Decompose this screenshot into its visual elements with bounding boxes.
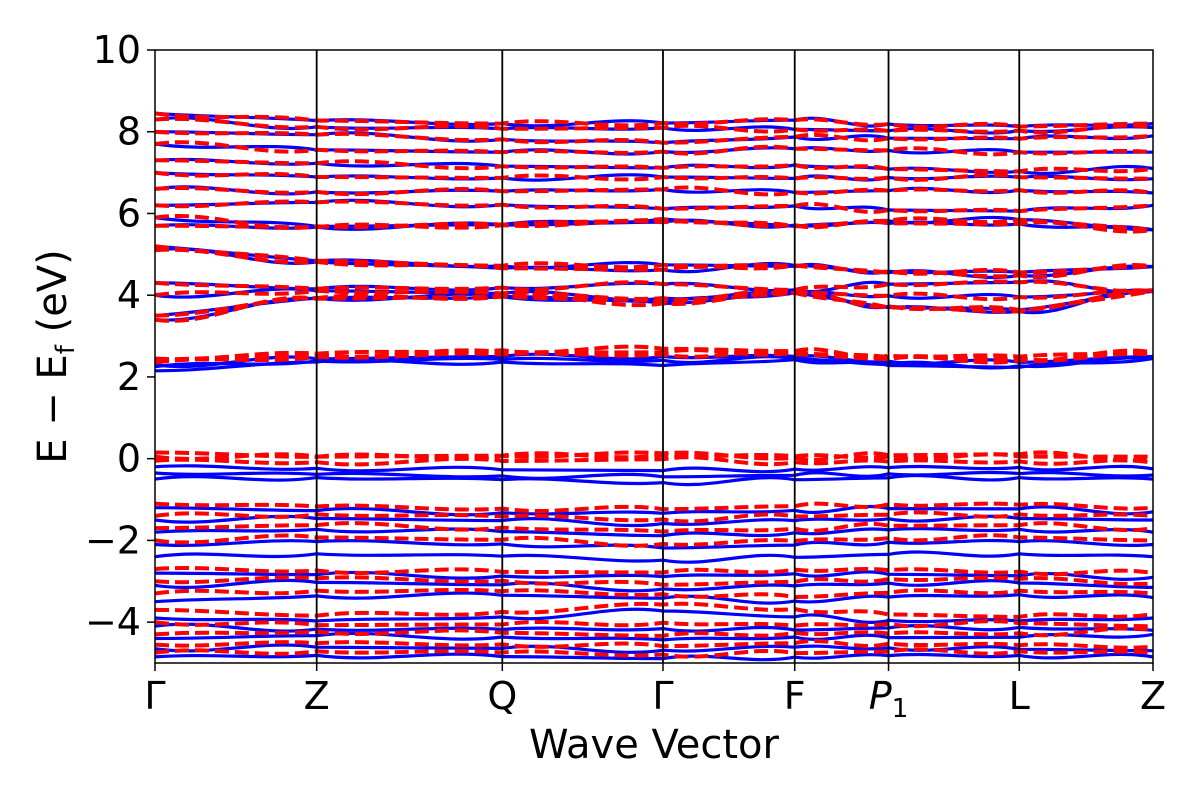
axes-frame — [154, 49, 1154, 664]
y-axis-title-unit: (eV) — [30, 249, 76, 345]
solid-band-28 — [155, 578, 1153, 593]
dashed-band-26 — [155, 566, 1153, 577]
y-axis-title-main: E − E — [30, 354, 76, 464]
x-axis-title: Wave Vector — [529, 722, 780, 768]
dashed-band-24 — [155, 521, 1153, 534]
x-tick-label: Γ — [144, 674, 165, 718]
dashed-band-31 — [155, 626, 1153, 638]
solid-band-25 — [155, 538, 1153, 550]
solid-band-24 — [155, 527, 1153, 538]
dashed-band-23 — [155, 510, 1153, 524]
y-tick-label: 0 — [117, 437, 141, 481]
y-tick-label: 8 — [117, 110, 141, 154]
y-tick-label: −4 — [85, 600, 141, 644]
dashed-band-12 — [155, 279, 1153, 294]
dashed-band-27 — [155, 575, 1153, 587]
dashed-band-5 — [155, 170, 1153, 182]
solid-band-31 — [155, 622, 1153, 633]
solid-band-33 — [155, 643, 1153, 654]
solid-band-22 — [155, 504, 1153, 517]
solid-band-20 — [155, 470, 1153, 480]
y-tick-label: 2 — [117, 355, 141, 399]
dashed-band-32 — [155, 638, 1153, 650]
solid-band-27 — [155, 570, 1153, 581]
dashed-band-28 — [155, 587, 1153, 600]
solid-band-26 — [155, 550, 1153, 564]
dashed-band-6 — [155, 185, 1153, 197]
dashed-band-1 — [155, 116, 1153, 135]
dashed-band-21 — [155, 455, 1153, 467]
y-axis-title: E − Ef (eV) — [30, 249, 81, 464]
dashed-band-29 — [155, 601, 1153, 619]
x-tick-label: Q — [487, 674, 517, 718]
y-tick-label: 6 — [117, 191, 141, 235]
dashed-band-25 — [155, 533, 1153, 548]
x-tick-label: P1 — [869, 674, 908, 724]
x-tick-label: Γ — [652, 674, 673, 718]
x-ticks: Γ Z Q Γ F P1 L Z — [144, 663, 1166, 724]
dashed-band-11 — [155, 247, 1153, 279]
dashed-band-2 — [155, 129, 1153, 145]
solid-band-17 — [155, 356, 1153, 373]
dashed-band-9 — [155, 219, 1153, 234]
high-symmetry-lines — [315, 50, 1021, 663]
y-axis-title-sub: f — [51, 344, 81, 354]
y-ticks: −4 −2 0 2 4 6 8 10 — [85, 28, 155, 644]
dashed-band-18 — [155, 350, 1153, 365]
bands-layer — [155, 111, 1153, 662]
y-tick-label: 10 — [93, 28, 141, 72]
solid-band-32 — [155, 631, 1153, 642]
y-tick-label: −2 — [85, 518, 141, 562]
solid-band-19 — [155, 464, 1153, 474]
dashed-band-7 — [155, 199, 1153, 214]
dashed-band-4 — [155, 158, 1153, 174]
dashed-band-17 — [155, 344, 1153, 362]
dashed-band-33 — [155, 647, 1153, 659]
dashed-band-3 — [155, 140, 1153, 157]
dashed-band-22 — [155, 501, 1153, 513]
solid-band-21 — [155, 474, 1153, 487]
x-tick-label: L — [1009, 674, 1030, 718]
y-tick-label: 4 — [117, 273, 141, 317]
x-tick-label: F — [784, 674, 806, 718]
dashed-band-30 — [155, 619, 1153, 629]
dashed-band-0 — [155, 111, 1153, 129]
x-tick-label: Z — [304, 674, 330, 718]
x-tick-label: Z — [1140, 674, 1166, 718]
